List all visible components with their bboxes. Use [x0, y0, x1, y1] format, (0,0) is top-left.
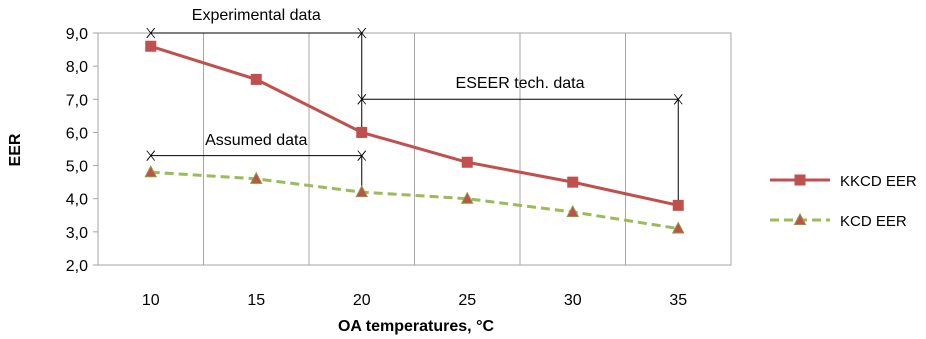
data-point: [355, 185, 369, 198]
tick-cross: [146, 150, 156, 161]
axes: [93, 32, 732, 266]
data-point: [144, 165, 158, 178]
data-series: [144, 40, 685, 234]
x-tick-label: 35: [669, 292, 687, 309]
tick-cross: [146, 27, 156, 39]
y-tick-label: 8,0: [66, 59, 88, 76]
y-tick-label: 2,0: [66, 258, 88, 275]
y-tick-label: 4,0: [66, 192, 88, 209]
data-point: [249, 171, 263, 184]
y-tick-label: 7,0: [66, 92, 88, 109]
data-point: [250, 73, 262, 85]
data-point: [567, 176, 579, 188]
y-tick-label: 6,0: [66, 125, 88, 142]
series-line: [150, 44, 679, 207]
data-point: [672, 199, 684, 211]
legend-marker: [793, 212, 807, 225]
legend-label: KKCD EER: [840, 173, 917, 190]
data-point: [145, 40, 157, 52]
series-line: [150, 170, 679, 231]
legend-label: KCD EER: [840, 213, 907, 230]
x-tick-label: 30: [564, 292, 582, 309]
data-point: [566, 204, 580, 217]
annotations: Experimental data ESEER tech. data Assumed…: [146, 7, 683, 206]
y-tick-label: 5,0: [66, 159, 88, 176]
annotation-label: ESEER tech. data: [456, 75, 585, 92]
y-tick-labels: 2,0 3,0 4,0 5,0 6,0 7,0 8,0 9,0: [66, 26, 88, 275]
y-tick-label: 9,0: [66, 26, 88, 43]
y-axis-title: EER: [7, 133, 24, 166]
annotation-label: Assumed data: [205, 132, 307, 149]
data-point: [356, 126, 368, 138]
plot-frame: [97, 32, 732, 266]
x-tick-labels: 10 15 20 25 30 35: [142, 292, 687, 309]
x-axis-title: OA temperatures, °C: [338, 318, 495, 335]
legend-marker: [794, 174, 806, 186]
data-point: [461, 156, 473, 168]
legend: KKCD EER KCD EER: [770, 173, 917, 230]
data-point: [460, 191, 474, 204]
grid-lines: [203, 33, 626, 265]
x-tick-label: 25: [458, 292, 476, 309]
data-point: [671, 221, 685, 234]
y-tick-label: 3,0: [66, 225, 88, 242]
x-tick-label: 10: [142, 292, 160, 309]
x-tick-label: 15: [247, 292, 265, 309]
x-tick-label: 20: [353, 292, 371, 309]
annotation-label: Experimental data: [192, 7, 321, 24]
